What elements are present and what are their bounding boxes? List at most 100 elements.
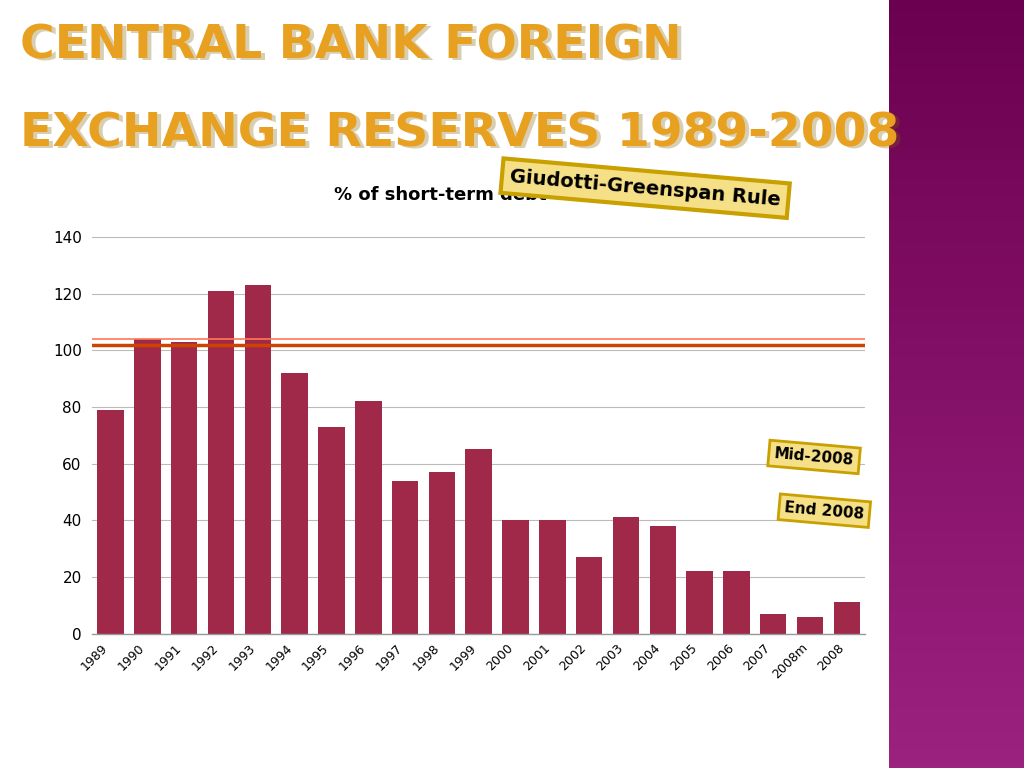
Bar (889, 457, 1024, 461)
Bar (889, 361, 1024, 365)
Bar (889, 4, 1024, 8)
Bar (889, 211, 1024, 215)
Bar (889, 703, 1024, 707)
Bar (889, 730, 1024, 733)
Bar (889, 534, 1024, 538)
Bar (889, 54, 1024, 58)
Bar (889, 680, 1024, 684)
Bar (889, 92, 1024, 96)
Bar (889, 507, 1024, 511)
Bar (889, 699, 1024, 703)
Bar (539, 520, 565, 634)
Bar (889, 668, 1024, 672)
Bar (889, 61, 1024, 65)
Bar (889, 549, 1024, 553)
Bar (889, 637, 1024, 641)
Bar (889, 273, 1024, 276)
Bar (889, 756, 1024, 760)
Bar (889, 207, 1024, 211)
Bar (889, 657, 1024, 660)
Bar (889, 511, 1024, 515)
Bar (889, 664, 1024, 668)
Bar (889, 296, 1024, 300)
Bar (686, 571, 713, 634)
Bar (889, 434, 1024, 438)
Bar (889, 77, 1024, 81)
Bar (889, 108, 1024, 111)
Bar (889, 173, 1024, 177)
Bar (889, 50, 1024, 54)
Bar (889, 438, 1024, 442)
Bar (889, 645, 1024, 649)
Bar (889, 242, 1024, 246)
Bar (889, 204, 1024, 207)
Bar (889, 131, 1024, 134)
Bar (889, 607, 1024, 611)
Bar (889, 123, 1024, 127)
Bar (889, 411, 1024, 415)
Bar (889, 265, 1024, 269)
Text: CENTRAL BANK FOREIGN: CENTRAL BANK FOREIGN (20, 23, 682, 68)
Bar (889, 326, 1024, 330)
Bar (889, 484, 1024, 488)
Text: % of short-term debt: % of short-term debt (334, 186, 547, 204)
Bar (889, 12, 1024, 15)
Bar (889, 749, 1024, 753)
Bar (889, 96, 1024, 100)
Bar (889, 346, 1024, 349)
Bar (889, 150, 1024, 154)
Bar (889, 653, 1024, 657)
Text: EXCHANGE RESERVES 1989-2008: EXCHANGE RESERVES 1989-2008 (20, 111, 900, 157)
Bar (889, 415, 1024, 419)
Bar (889, 710, 1024, 714)
Bar (889, 676, 1024, 680)
Bar (889, 764, 1024, 768)
Bar (889, 0, 1024, 4)
Bar (889, 215, 1024, 219)
Bar (889, 154, 1024, 157)
Bar (797, 617, 823, 634)
Bar (889, 626, 1024, 630)
Bar (889, 46, 1024, 50)
Bar (723, 571, 750, 634)
Bar (889, 200, 1024, 204)
Bar (889, 695, 1024, 699)
Bar (889, 238, 1024, 242)
Bar (889, 323, 1024, 326)
Bar (889, 392, 1024, 396)
Bar (889, 280, 1024, 284)
Bar (889, 580, 1024, 584)
Bar (889, 449, 1024, 453)
Bar (889, 476, 1024, 480)
Bar (889, 234, 1024, 238)
Bar (889, 684, 1024, 687)
Bar (889, 445, 1024, 449)
Bar (889, 288, 1024, 292)
Bar (889, 165, 1024, 169)
Bar (889, 522, 1024, 526)
Bar (889, 388, 1024, 392)
Bar (889, 311, 1024, 315)
Bar (318, 427, 345, 634)
Bar (889, 15, 1024, 19)
Bar (889, 180, 1024, 184)
Bar (889, 134, 1024, 138)
Bar (889, 465, 1024, 468)
Bar (889, 618, 1024, 622)
Bar (889, 687, 1024, 691)
Bar (575, 557, 602, 634)
Bar (889, 461, 1024, 465)
Bar (889, 58, 1024, 61)
Bar (889, 741, 1024, 745)
Bar (889, 69, 1024, 73)
Bar (889, 100, 1024, 104)
Bar (889, 250, 1024, 253)
Bar (889, 119, 1024, 123)
Bar (889, 399, 1024, 403)
Bar (889, 718, 1024, 722)
Bar (208, 291, 234, 634)
Bar (889, 73, 1024, 77)
Bar (889, 157, 1024, 161)
Bar (889, 227, 1024, 230)
Bar (889, 576, 1024, 580)
